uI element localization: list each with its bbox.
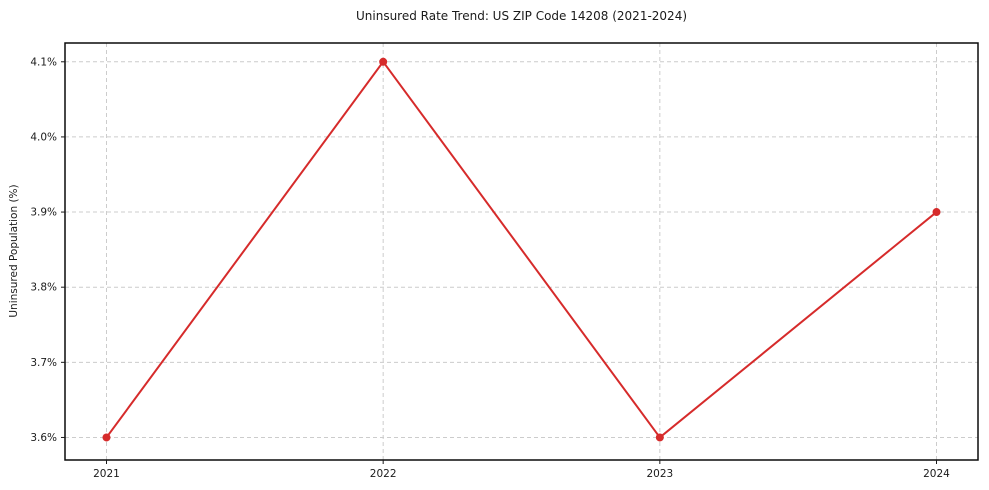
- trend-line: [105, 60, 938, 439]
- x-tick-label: 2022: [370, 468, 397, 480]
- data-point: [655, 433, 664, 442]
- y-tick-label: 4.0%: [30, 131, 57, 143]
- y-tick-label: 3.6%: [30, 432, 57, 444]
- x-tick-label: 2021: [93, 468, 120, 480]
- plot-border: [64, 42, 979, 461]
- y-tick-label: 4.1%: [30, 56, 57, 68]
- x-tick-label: 2023: [646, 468, 673, 480]
- y-tick-label: 3.8%: [30, 282, 57, 294]
- chart-title: Uninsured Rate Trend: US ZIP Code 14208 …: [355, 9, 688, 23]
- data-point: [102, 433, 111, 442]
- y-tick-label: 3.9%: [30, 207, 57, 219]
- y-tick-label: 3.7%: [30, 357, 57, 369]
- data-point: [932, 208, 941, 217]
- data-point: [379, 57, 388, 66]
- x-tick-label: 2024: [923, 468, 950, 480]
